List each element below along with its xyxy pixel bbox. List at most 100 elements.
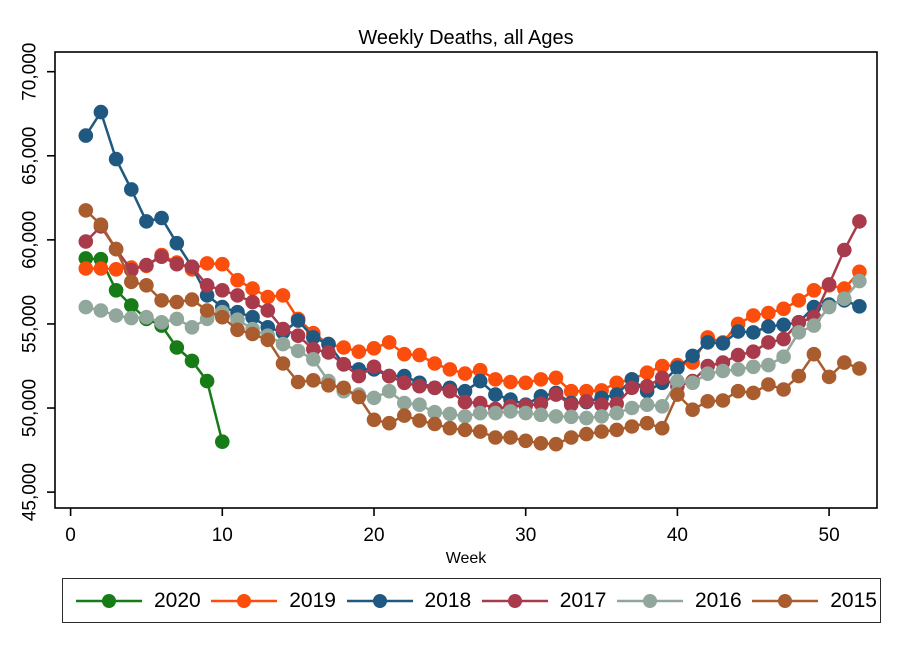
- legend-item-2020: 2020: [76, 590, 201, 611]
- data-point: [670, 373, 685, 389]
- series-line: [84, 209, 860, 446]
- data-point: [776, 349, 791, 365]
- data-point: [184, 292, 200, 307]
- data-point: [670, 387, 685, 402]
- legend-marker-icon: [211, 593, 278, 608]
- data-point: [791, 293, 807, 308]
- data-point: [199, 303, 215, 318]
- data-point: [260, 289, 276, 305]
- legend-marker-icon: [346, 593, 413, 608]
- x-tick-label: 20: [363, 525, 384, 546]
- data-point: [624, 400, 640, 416]
- data-point: [381, 335, 397, 350]
- data-point: [427, 404, 443, 420]
- data-point: [806, 346, 822, 362]
- data-point: [654, 358, 670, 374]
- data-point: [260, 303, 276, 318]
- data-point: [169, 340, 185, 355]
- data-point: [78, 251, 94, 266]
- data-point: [336, 357, 352, 372]
- x-axis-label: Week: [446, 550, 488, 567]
- data-point: [594, 397, 609, 413]
- x-tick-label: 50: [819, 525, 840, 546]
- data-point: [457, 409, 473, 424]
- data-point: [184, 320, 200, 335]
- data-point: [169, 235, 185, 251]
- data-point: [412, 397, 427, 413]
- data-point: [290, 328, 306, 344]
- data-point: [93, 303, 109, 318]
- data-point: [791, 315, 807, 330]
- data-point: [579, 410, 594, 426]
- data-point: [78, 128, 94, 143]
- x-tick-label: 30: [515, 525, 536, 546]
- data-point: [427, 356, 443, 371]
- data-point: [791, 325, 807, 340]
- data-point: [533, 407, 549, 423]
- data-point: [548, 409, 564, 424]
- data-point: [700, 335, 715, 350]
- data-point: [488, 405, 503, 421]
- data-point: [579, 394, 594, 409]
- data-point: [139, 309, 154, 325]
- data-point: [275, 356, 291, 371]
- data-point: [654, 399, 670, 414]
- legend-marker-icon: [617, 593, 683, 608]
- data-point: [366, 359, 382, 375]
- legend-marker-icon: [481, 593, 548, 608]
- data-point: [806, 283, 822, 298]
- data-point: [685, 375, 700, 391]
- data-point: [215, 256, 230, 272]
- data-point: [609, 405, 624, 421]
- data-point: [639, 378, 655, 394]
- data-point: [397, 375, 412, 391]
- legend: 2020 2019 2018 2017 2016 2015: [62, 578, 881, 623]
- data-point: [215, 283, 230, 298]
- data-point: [442, 383, 458, 399]
- data-point: [351, 344, 367, 360]
- data-point: [290, 343, 306, 359]
- data-point: [154, 210, 169, 226]
- data-point: [154, 315, 169, 330]
- data-point: [700, 394, 715, 409]
- data-point: [306, 352, 321, 367]
- y-tick-label: 45,000: [20, 463, 41, 521]
- data-point: [108, 151, 124, 167]
- data-point: [488, 430, 503, 445]
- data-point: [366, 390, 382, 406]
- data-point: [579, 383, 594, 399]
- data-point: [518, 375, 533, 391]
- data-point: [381, 368, 397, 384]
- data-point: [488, 387, 503, 402]
- data-point: [260, 332, 276, 348]
- data-point: [290, 374, 306, 390]
- data-point: [533, 396, 549, 412]
- data-point: [290, 313, 306, 328]
- data-point: [108, 308, 124, 323]
- data-point: [381, 383, 397, 399]
- legend-item-2016: 2016: [617, 590, 742, 611]
- data-point: [366, 412, 382, 428]
- x-tick-label: 40: [667, 525, 688, 546]
- data-point: [154, 293, 169, 308]
- weekly-deaths-chart: Weekly Deaths, all Ages 45,000 50,000 55,0…: [20, 27, 878, 567]
- data-point: [457, 383, 473, 399]
- data-point: [730, 347, 746, 363]
- data-point: [78, 299, 94, 315]
- data-point: [700, 366, 715, 382]
- data-point: [93, 217, 109, 232]
- data-point: [154, 249, 169, 264]
- data-point: [230, 288, 245, 303]
- data-point: [624, 419, 640, 434]
- data-point: [563, 409, 579, 425]
- data-point: [715, 363, 731, 379]
- data-point: [184, 353, 200, 369]
- data-point: [746, 308, 761, 323]
- data-point: [518, 405, 533, 421]
- data-point: [351, 368, 367, 384]
- plot-area: 45,000 50,000 55,000 60,000 65,000 70,000 0 10 2…: [20, 43, 878, 546]
- data-point: [685, 402, 700, 418]
- legend-label: 2019: [289, 589, 336, 612]
- data-point: [78, 234, 94, 249]
- data-point: [397, 346, 412, 362]
